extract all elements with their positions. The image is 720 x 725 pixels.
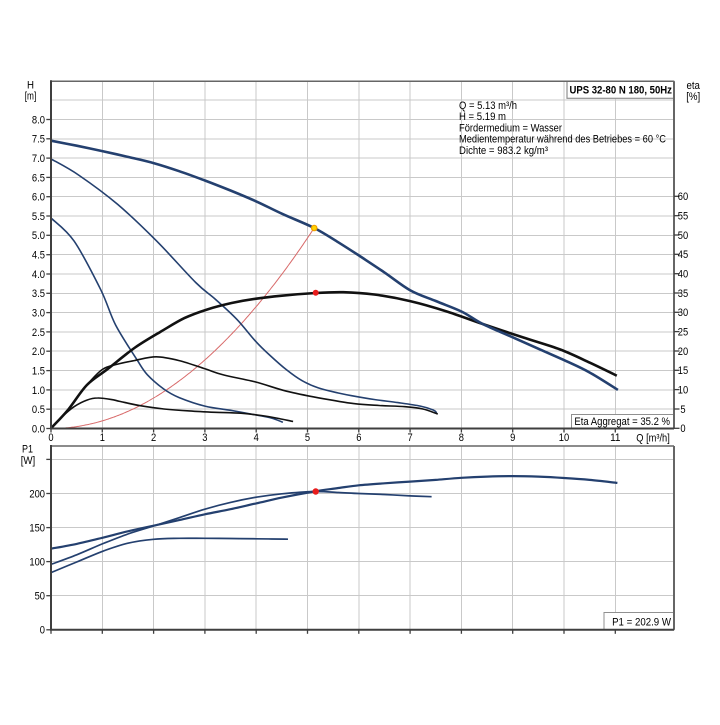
svg-text:UPS 32-80 N 180, 50Hz: UPS 32-80 N 180, 50Hz (569, 84, 672, 96)
svg-text:55: 55 (678, 211, 688, 223)
svg-text:0: 0 (680, 423, 685, 435)
svg-text:eta: eta (686, 80, 700, 92)
svg-text:4.0: 4.0 (32, 269, 45, 281)
svg-text:35: 35 (678, 288, 688, 300)
svg-text:Medientemperatur während des B: Medientemperatur während des Betriebes =… (459, 134, 666, 146)
svg-text:40: 40 (678, 269, 688, 281)
svg-text:7.5: 7.5 (32, 134, 45, 146)
svg-text:5.0: 5.0 (32, 230, 45, 242)
svg-text:7: 7 (408, 432, 413, 444)
svg-text:5: 5 (680, 404, 685, 416)
svg-text:50: 50 (678, 230, 688, 242)
svg-text:10: 10 (678, 385, 688, 397)
svg-text:3.5: 3.5 (32, 288, 45, 300)
svg-text:[m]: [m] (25, 91, 37, 103)
svg-text:6: 6 (356, 432, 361, 444)
svg-text:25: 25 (678, 327, 688, 339)
svg-text:6.0: 6.0 (32, 192, 45, 204)
svg-text:150: 150 (29, 523, 45, 535)
svg-text:15: 15 (678, 365, 688, 377)
svg-text:20: 20 (678, 346, 688, 358)
svg-text:Eta Aggregat = 35.2 %: Eta Aggregat = 35.2 % (574, 416, 670, 428)
svg-text:Q [m³/h]: Q [m³/h] (636, 433, 670, 445)
svg-text:4.5: 4.5 (32, 250, 45, 262)
svg-text:60: 60 (678, 191, 688, 203)
svg-text:P1 = 202.9 W: P1 = 202.9 W (612, 617, 671, 629)
svg-text:8: 8 (459, 432, 464, 444)
svg-text:0: 0 (48, 432, 53, 444)
svg-text:200: 200 (29, 488, 45, 500)
svg-text:4: 4 (254, 432, 259, 444)
svg-text:2.0: 2.0 (32, 346, 45, 358)
svg-text:6.5: 6.5 (32, 172, 45, 184)
svg-text:3.0: 3.0 (32, 308, 45, 320)
svg-text:Q = 5.13 m³/h: Q = 5.13 m³/h (459, 100, 517, 112)
svg-text:0.5: 0.5 (32, 404, 45, 416)
svg-text:1.5: 1.5 (32, 366, 45, 378)
svg-text:30: 30 (678, 307, 688, 319)
svg-text:2: 2 (151, 432, 156, 444)
svg-text:100: 100 (29, 557, 45, 569)
svg-text:11: 11 (610, 432, 620, 444)
svg-text:5.5: 5.5 (32, 211, 45, 223)
svg-text:45: 45 (678, 249, 688, 261)
svg-text:1: 1 (100, 432, 105, 444)
svg-text:0.0: 0.0 (32, 423, 45, 435)
svg-text:7.0: 7.0 (32, 153, 45, 165)
svg-text:3: 3 (202, 432, 207, 444)
svg-text:1.0: 1.0 (32, 385, 45, 397)
svg-text:2.5: 2.5 (32, 327, 45, 339)
svg-text:8.0: 8.0 (32, 114, 45, 126)
svg-text:[W]: [W] (21, 455, 36, 467)
svg-text:9: 9 (510, 432, 515, 444)
svg-text:Fördermedium = Wasser: Fördermedium = Wasser (459, 122, 562, 134)
svg-text:H = 5.19 m: H = 5.19 m (459, 111, 506, 123)
svg-text:[%]: [%] (686, 91, 700, 103)
svg-text:H: H (27, 79, 34, 91)
svg-text:5: 5 (305, 432, 310, 444)
svg-text:10: 10 (559, 432, 569, 444)
svg-text:0: 0 (40, 625, 45, 637)
svg-text:50: 50 (35, 591, 45, 603)
svg-text:Dichte = 983.2 kg/m³: Dichte = 983.2 kg/m³ (459, 145, 548, 157)
svg-text:P1: P1 (22, 444, 33, 456)
